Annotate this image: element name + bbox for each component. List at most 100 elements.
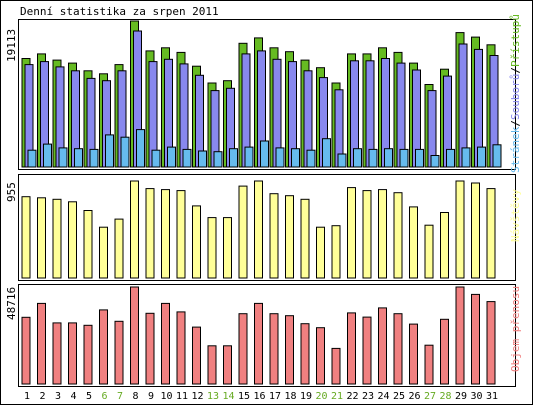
x-tick-label: 18 (284, 391, 296, 402)
x-tick-label: 10 (160, 391, 172, 402)
bar-stranek (182, 148, 192, 168)
bar-prenosy (176, 311, 186, 385)
y-max-label-hits: 19113 (5, 29, 18, 62)
x-tick-label: 17 (269, 391, 281, 402)
bar-prenosy (378, 307, 387, 385)
bar-navstevy (440, 212, 449, 279)
bar-navstevy (471, 182, 480, 279)
bar-navstevy (378, 189, 387, 279)
bar-prenosy (114, 320, 124, 385)
legend-transfer: Objem přenosu (509, 286, 522, 372)
bar-stranek (492, 144, 502, 168)
bar-prenosy (254, 302, 263, 385)
y-max-label-transfer: 48716 (5, 287, 18, 320)
bar-prenosy (362, 316, 372, 385)
bar-navstevy (176, 190, 186, 279)
x-tick-label: 19 (300, 391, 312, 402)
legend-separator-2: / (509, 67, 522, 74)
bar-stranek (368, 148, 378, 168)
bar-prenosy (99, 309, 108, 385)
bar-prenosy (393, 313, 403, 385)
bar-prenosy (440, 318, 449, 385)
bar-navstevy (192, 205, 201, 279)
bar-prenosy (300, 323, 310, 385)
bar-navstevy (285, 195, 294, 279)
bar-stranek (213, 151, 223, 168)
bar-stranek (120, 136, 130, 168)
bar-navstevy (300, 198, 310, 279)
legend-stranek: Stránek (509, 126, 522, 173)
x-tick-label: 28 (439, 391, 451, 402)
x-tick-label: 22 (346, 391, 358, 402)
bar-prenosy (409, 323, 418, 385)
bar-stranek (89, 148, 99, 168)
bar-prenosy (269, 313, 279, 385)
x-tick-label: 11 (176, 391, 188, 402)
x-tick-label: 14 (222, 391, 234, 402)
y-max-label-visits: 955 (5, 182, 18, 202)
bar-prenosy (455, 286, 465, 385)
legend-separator-1: / (509, 120, 522, 127)
bar-navstevy (161, 189, 170, 279)
bar-navstevy (424, 224, 434, 279)
bar-stranek (306, 149, 316, 168)
bar-prenosy (21, 316, 31, 385)
x-axis-labels: 1 2 3 4 5 6 7 8 9 10 11 12 13 14 15 16 17 18 19 20 21 22 23 24 2… (24, 391, 498, 402)
bar-navstevy (409, 206, 418, 279)
x-tick-label: 7 (117, 391, 123, 402)
bar-prenosy (471, 293, 480, 385)
panel-frame-transfer (18, 284, 516, 387)
bar-navstevy (455, 180, 465, 279)
bar-navstevy (223, 217, 232, 279)
bar-prenosy (37, 302, 46, 385)
bar-prenosy (83, 324, 93, 385)
bar-stranek (291, 148, 300, 168)
bar-stranek (275, 147, 285, 168)
bar-navstevy (21, 196, 31, 279)
x-tick-label: 13 (207, 391, 219, 402)
bar-prenosy (486, 301, 496, 385)
bar-stranek (27, 149, 37, 168)
bar-stranek (244, 146, 254, 168)
bar-prenosy (316, 327, 325, 385)
x-tick-label: 21 (331, 391, 343, 402)
bar-stranek (43, 143, 52, 168)
x-tick-label: 6 (101, 391, 107, 402)
bar-prenosy (145, 312, 155, 385)
chart-title: Denní statistika za srpen 2011 (20, 5, 219, 18)
bar-prenosy (238, 313, 248, 385)
bar-navstevy (362, 190, 372, 279)
bar-navstevy (486, 188, 496, 279)
bar-navstevy (207, 217, 217, 279)
x-tick-label: 20 (315, 391, 327, 402)
bar-navstevy (347, 187, 356, 279)
bar-stranek (58, 147, 68, 168)
bar-stranek (384, 148, 393, 168)
bar-navstevy (238, 185, 248, 279)
bar-stranek (74, 148, 83, 168)
bar-stranek (260, 140, 269, 168)
bar-navstevy (83, 210, 93, 279)
bar-stranek (415, 148, 424, 168)
x-tick-label: 1 (24, 391, 30, 402)
legend-pristupu: Přístupů (509, 14, 522, 67)
bar-stranek (430, 155, 440, 168)
bar-stranek (399, 148, 409, 168)
x-tick-label: 12 (191, 391, 203, 402)
bar-navstevy (68, 201, 77, 279)
x-tick-label: 24 (377, 391, 389, 402)
bar-prenosy (68, 322, 77, 385)
bar-stranek (322, 138, 331, 168)
panel-frame-visits (18, 174, 516, 281)
x-tick-label: 15 (238, 391, 250, 402)
x-tick-label: 3 (55, 391, 61, 402)
bar-stranek (337, 153, 347, 168)
bar-prenosy (424, 344, 434, 385)
bar-stranek (136, 129, 145, 168)
bar-stranek (105, 134, 114, 168)
bar-prenosy (285, 315, 294, 385)
x-tick-label: 25 (393, 391, 405, 402)
bar-navstevy (37, 197, 46, 279)
